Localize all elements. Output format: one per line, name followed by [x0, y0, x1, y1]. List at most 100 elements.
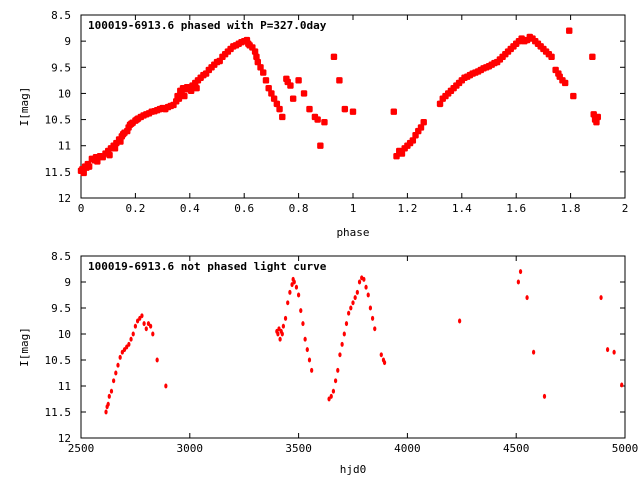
chart-1-y-tick-label: 9	[64, 35, 71, 48]
chart-2-data-point	[104, 409, 108, 415]
chart-2-data-point	[276, 331, 280, 337]
chart-1-data-point	[257, 64, 264, 71]
chart-2-data-point	[290, 282, 294, 288]
chart-2-data-point	[355, 289, 359, 295]
chart-2-data-point	[357, 279, 362, 285]
chart-2-data-point	[351, 300, 355, 306]
chart-1-data-point	[566, 27, 573, 34]
chart-1-data-point	[287, 82, 294, 89]
chart-1-data-point	[193, 85, 200, 92]
chart-1-data-point	[409, 137, 417, 144]
chart-2-data-point	[373, 326, 377, 332]
chart-2-data-point	[368, 305, 373, 311]
chart-2-data-point	[336, 367, 340, 373]
chart-2-data-point	[338, 352, 342, 358]
chart-2-data-point	[164, 383, 168, 389]
chart-1-data-point	[436, 100, 444, 108]
chart-1-data-point	[314, 116, 321, 123]
chart-1-data-point	[80, 169, 87, 177]
chart-2-data-point	[127, 341, 131, 347]
chart-2-data-point	[294, 284, 299, 290]
chart-2-data-point	[349, 305, 353, 311]
chart-2-data-point	[542, 393, 547, 399]
chart-2-data-point	[278, 336, 282, 342]
chart-2-data-point	[366, 292, 370, 298]
chart-1-data-point	[273, 100, 281, 108]
chart-2-y-tick-label: 11	[58, 380, 71, 393]
chart-2-data-point	[114, 370, 118, 376]
chart-1-data-point	[262, 77, 270, 84]
chart-2-data-point	[146, 321, 151, 327]
chart-1-data-point	[111, 145, 119, 152]
chart-1-data-point	[561, 79, 569, 87]
chart-2-data-point	[283, 315, 288, 321]
chart-1-data-point	[175, 95, 183, 102]
chart-2-title: 100019-6913.6 not phased light curve	[88, 260, 327, 273]
chart-1-data-point	[181, 92, 188, 100]
chart-1-x-tick-label: 1.4	[452, 202, 472, 215]
chart-1-data-point	[265, 85, 272, 92]
chart-2-y-tick-label: 10.5	[45, 354, 72, 367]
chart-2-data-point	[305, 347, 309, 353]
chart-2-y-tick-label: 10	[58, 328, 71, 341]
chart-2-data-point	[516, 279, 520, 285]
chart-1-data-point	[94, 158, 101, 165]
chart-2-data-point	[329, 393, 333, 399]
chart-1-y-tick-label: 10	[58, 87, 71, 100]
chart-2-data-point	[138, 315, 142, 321]
chart-2-data-point	[122, 347, 127, 353]
chart-2-data-point	[599, 295, 603, 301]
chart-2-plot-frame	[80, 255, 626, 439]
chart-2-data-point	[129, 336, 133, 342]
chart-2-data-point	[342, 331, 346, 337]
chart-2-data-point	[292, 279, 296, 285]
chart-1-data-point	[289, 95, 297, 102]
chart-2-data-point	[140, 313, 144, 319]
chart-1-data-point	[85, 163, 93, 170]
chart-2-x-axis-label: hjd0	[340, 463, 367, 476]
chart-2-data-point	[525, 295, 529, 301]
chart-2-data-point	[344, 321, 349, 327]
chart-2-y-axis-label: I[mag]	[18, 327, 31, 367]
chart-2-data-point	[107, 393, 111, 399]
chart-1-x-tick-label: 0.8	[289, 202, 309, 215]
chart-2-data-point	[301, 321, 305, 327]
chart-2-data-point	[458, 318, 462, 324]
chart-1-y-tick-label: 10.5	[45, 114, 72, 127]
chart-2-data-point	[327, 396, 331, 402]
chart-2-data-point	[133, 323, 138, 329]
chart-2-data-point	[612, 349, 616, 355]
chart-2-data-point	[307, 357, 312, 363]
chart-2-data-point	[620, 382, 624, 388]
chart-1-x-tick-label: 0	[78, 202, 85, 215]
chart-1-x-tick-label: 0.6	[234, 202, 254, 215]
chart-2-x-tick-label: 4500	[503, 442, 530, 455]
chart-1-x-axis-label: phase	[336, 226, 369, 239]
chart-2-data-point	[151, 331, 155, 337]
chart-1-data-point	[570, 92, 577, 100]
chart-2-data-point	[118, 354, 122, 360]
chart-1-data-point	[260, 69, 267, 76]
chart-1-x-tick-label: 1.6	[506, 202, 526, 215]
chart-1-data-point	[594, 113, 601, 121]
chart-2-data-point	[379, 352, 383, 358]
chart-2-data-point	[333, 378, 338, 384]
chart-2-data-point	[286, 300, 290, 306]
chart-2-x-tick-label: 5000	[612, 442, 639, 455]
chart-1-data-point	[300, 90, 308, 97]
chart-2-data-point	[382, 360, 387, 366]
chart-1-data-point	[548, 53, 555, 61]
chart-1-data-point	[106, 151, 113, 159]
chart-2-data-point	[347, 310, 351, 316]
chart-1-data-point	[117, 138, 124, 145]
chart-1-data-point	[393, 152, 400, 160]
chart-2-data-point	[340, 341, 344, 347]
chart-2-data-point	[303, 336, 307, 342]
chart-2-data-point	[605, 347, 610, 353]
chart-2-y-tick-label: 9	[64, 276, 71, 289]
chart-2-data-point	[277, 326, 281, 332]
chart-2-data-point	[155, 357, 159, 363]
chart-2-data-point	[149, 323, 153, 329]
